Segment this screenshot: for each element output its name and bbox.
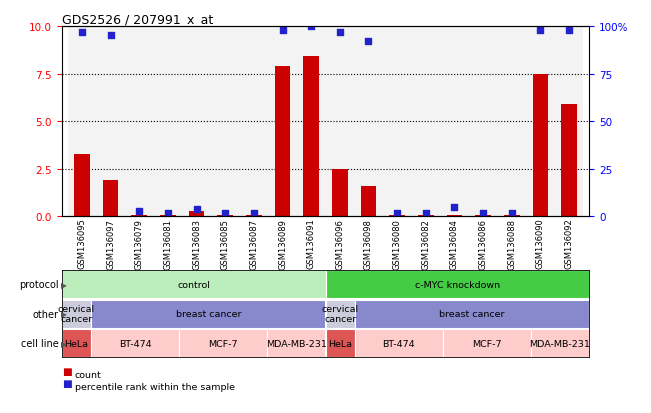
Bar	[103, 181, 118, 217]
Text: c-MYC knockdown: c-MYC knockdown	[415, 280, 500, 289]
Bar	[303, 57, 319, 217]
Text: ▶: ▶	[61, 339, 67, 348]
Bar	[62, 300, 91, 328]
Bar	[555, 27, 583, 217]
Point	[134, 208, 145, 214]
Bar	[355, 329, 443, 357]
Text: ▶: ▶	[61, 309, 67, 318]
Point	[105, 33, 116, 40]
Point	[335, 29, 345, 36]
Bar	[189, 211, 204, 217]
Text: HeLa: HeLa	[64, 339, 89, 348]
Bar	[389, 216, 405, 217]
Text: ▶: ▶	[61, 280, 67, 289]
Text: count: count	[75, 370, 102, 379]
Text: GDS2526 / 207991_x_at: GDS2526 / 207991_x_at	[62, 13, 213, 26]
Point	[478, 210, 488, 216]
Point	[306, 24, 316, 30]
Bar	[447, 216, 462, 217]
Bar	[240, 27, 268, 217]
Bar	[326, 271, 589, 299]
Bar	[361, 186, 376, 217]
Bar	[62, 271, 326, 299]
Text: breast cancer: breast cancer	[439, 309, 505, 318]
Bar	[68, 27, 96, 217]
Bar	[355, 300, 589, 328]
Bar	[268, 27, 297, 217]
Bar	[74, 154, 90, 217]
Point	[449, 204, 460, 211]
Text: MDA-MB-231: MDA-MB-231	[266, 339, 327, 348]
Bar	[411, 27, 440, 217]
Bar	[297, 27, 326, 217]
Bar	[182, 27, 211, 217]
Bar	[526, 27, 555, 217]
Bar	[531, 329, 589, 357]
Text: MCF-7: MCF-7	[208, 339, 238, 348]
Text: MDA-MB-231: MDA-MB-231	[529, 339, 590, 348]
Bar	[332, 169, 348, 217]
Text: percentile rank within the sample: percentile rank within the sample	[75, 382, 235, 391]
Bar	[326, 300, 355, 328]
Bar	[211, 27, 240, 217]
Point	[77, 29, 87, 36]
Bar	[418, 216, 434, 217]
Bar	[217, 216, 233, 217]
Text: HeLa: HeLa	[328, 339, 352, 348]
Point	[535, 27, 546, 34]
Bar	[497, 27, 526, 217]
Text: MCF-7: MCF-7	[472, 339, 501, 348]
Point	[421, 210, 431, 216]
Text: other: other	[33, 309, 59, 319]
Bar	[326, 329, 355, 357]
Bar	[354, 27, 383, 217]
Bar	[154, 27, 182, 217]
Bar	[96, 27, 125, 217]
Point	[277, 27, 288, 34]
Bar	[132, 216, 147, 217]
Text: breast cancer: breast cancer	[176, 309, 241, 318]
Bar	[440, 27, 469, 217]
Text: ■: ■	[62, 367, 72, 377]
Text: cervical
cancer: cervical cancer	[58, 304, 95, 323]
Bar	[91, 300, 326, 328]
Bar	[246, 216, 262, 217]
Text: cervical
cancer: cervical cancer	[322, 304, 359, 323]
Bar	[267, 329, 326, 357]
Bar	[504, 216, 519, 217]
Point	[249, 210, 259, 216]
Point	[163, 210, 173, 216]
Bar	[91, 329, 179, 357]
Point	[506, 210, 517, 216]
Text: control: control	[177, 280, 210, 289]
Text: BT-474: BT-474	[118, 339, 152, 348]
Point	[363, 39, 374, 45]
Bar	[326, 27, 354, 217]
Bar	[533, 74, 548, 217]
Bar	[383, 27, 411, 217]
Text: cell line: cell line	[21, 338, 59, 348]
Bar	[475, 216, 491, 217]
Bar	[125, 27, 154, 217]
Text: protocol: protocol	[19, 280, 59, 290]
Bar	[62, 329, 91, 357]
Point	[392, 210, 402, 216]
Bar	[160, 216, 176, 217]
Bar	[275, 67, 290, 217]
Text: BT-474: BT-474	[382, 339, 415, 348]
Text: ■: ■	[62, 378, 72, 388]
Bar	[179, 329, 267, 357]
Bar	[443, 329, 531, 357]
Bar	[561, 105, 577, 217]
Point	[564, 27, 574, 34]
Bar	[469, 27, 497, 217]
Point	[220, 210, 230, 216]
Point	[191, 206, 202, 213]
